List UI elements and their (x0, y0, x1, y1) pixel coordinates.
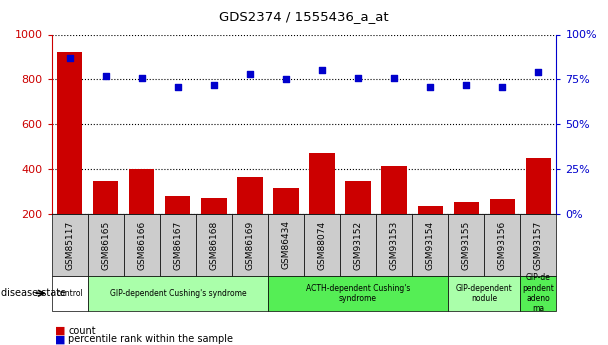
Text: GIP-de
pendent
adeno
ma: GIP-de pendent adeno ma (522, 273, 554, 313)
Text: GSM86434: GSM86434 (282, 220, 291, 269)
Point (173, 84, 182, 89)
Text: GSM86165: GSM86165 (102, 220, 110, 269)
Point (137, 75, 147, 80)
Point (389, 75, 399, 80)
Text: ■: ■ (55, 326, 65, 335)
Point (425, 84, 435, 89)
Bar (309, 153, 334, 214)
Point (209, 82, 219, 88)
Bar (201, 198, 227, 214)
Text: ACTH-dependent Cushing's
syndrome: ACTH-dependent Cushing's syndrome (306, 284, 410, 303)
Text: GSM93152: GSM93152 (354, 220, 362, 269)
Text: GSM86168: GSM86168 (209, 220, 218, 269)
Text: GSM93154: GSM93154 (426, 220, 435, 269)
Point (497, 84, 507, 89)
Text: GSM93156: GSM93156 (498, 220, 506, 269)
Text: GSM93157: GSM93157 (534, 220, 543, 269)
Bar (454, 201, 479, 214)
Text: count: count (68, 326, 95, 335)
Bar (345, 181, 371, 214)
Text: GSM86167: GSM86167 (173, 220, 182, 269)
Point (65, 55, 75, 61)
Point (461, 82, 471, 88)
Bar (489, 199, 515, 214)
Bar (165, 196, 190, 214)
Text: GSM86169: GSM86169 (246, 220, 254, 269)
Text: disease state: disease state (1, 288, 66, 298)
Bar (93, 181, 119, 214)
Text: GDS2374 / 1555436_a_at: GDS2374 / 1555436_a_at (219, 10, 389, 23)
Text: GIP-dependent
nodule: GIP-dependent nodule (456, 284, 513, 303)
Text: control: control (57, 289, 83, 298)
Text: GIP-dependent Cushing's syndrome: GIP-dependent Cushing's syndrome (109, 289, 246, 298)
Text: GSM85117: GSM85117 (65, 220, 74, 269)
Bar (526, 158, 551, 214)
Bar (129, 169, 154, 214)
Point (281, 77, 291, 82)
Point (353, 75, 363, 80)
Text: GSM88074: GSM88074 (317, 220, 326, 269)
Text: GSM93153: GSM93153 (390, 220, 399, 269)
Text: GSM86166: GSM86166 (137, 220, 147, 269)
Bar (381, 166, 407, 214)
Point (317, 68, 327, 73)
Text: percentile rank within the sample: percentile rank within the sample (68, 335, 233, 344)
Bar (237, 177, 263, 214)
Point (101, 73, 111, 79)
Point (533, 69, 543, 75)
Bar (418, 206, 443, 214)
Bar (57, 52, 82, 214)
Point (245, 71, 255, 77)
Text: GSM93155: GSM93155 (461, 220, 471, 269)
Text: ■: ■ (55, 335, 65, 344)
Bar (274, 188, 299, 214)
